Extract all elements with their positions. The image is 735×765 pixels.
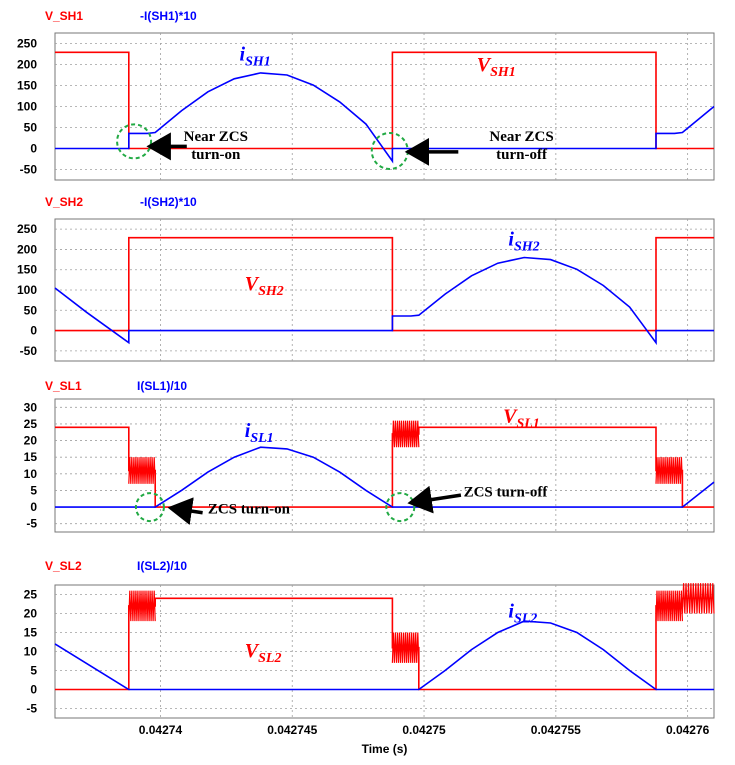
trace-label: iSL2 xyxy=(508,600,537,626)
legend-voltage: V_SL1 xyxy=(45,379,82,393)
y-tick-label: 100 xyxy=(17,100,37,114)
legend-current: I(SL2)/10 xyxy=(137,559,187,573)
annotation-text: ZCS turn-off xyxy=(464,484,549,500)
current-trace xyxy=(54,620,714,691)
y-tick-label: 150 xyxy=(17,263,37,277)
y-tick-label: -50 xyxy=(20,163,38,177)
y-tick-label: 20 xyxy=(24,607,38,621)
y-tick-label: 30 xyxy=(24,400,38,414)
ringing-burst xyxy=(391,632,420,663)
y-tick-label: 5 xyxy=(30,664,37,678)
panel-4: V_SL2 I(SL2)/10 25 20 15 10 5 0 -5 VSL2 iSL2 0.0427… xyxy=(24,559,715,756)
current-trace xyxy=(54,256,714,346)
y-tick-label: 0 xyxy=(30,142,37,156)
x-tick-label: 0.04275 xyxy=(402,723,446,737)
voltage-trace xyxy=(55,236,714,332)
y-tick-label: 200 xyxy=(17,242,37,256)
current-trace xyxy=(55,446,715,508)
annotation-text: Near ZCS turn-on xyxy=(184,129,248,163)
y-tick-label: 25 xyxy=(24,417,38,431)
plot-frame xyxy=(54,218,715,362)
x-tick-label: 0.04274 xyxy=(139,723,183,737)
annotation-arrow xyxy=(167,497,203,525)
y-tick-label: 100 xyxy=(17,283,37,297)
x-tick-label: 0.04276 xyxy=(666,723,710,737)
y-tick-label: 15 xyxy=(24,626,38,640)
y-tick-label: 10 xyxy=(24,467,38,481)
legend-current: -I(SH2)*10 xyxy=(140,195,197,209)
ringing-burst xyxy=(655,590,683,622)
y-tick-label: 250 xyxy=(17,37,37,51)
y-tick-label: 5 xyxy=(30,483,37,497)
voltage-trace xyxy=(55,51,714,150)
y-tick-label: 0 xyxy=(30,324,37,338)
legend-voltage: V_SH1 xyxy=(45,9,83,23)
panel-2: V_SH2 -I(SH2)*10 250 200 150 100 50 0 -50 VSH2 iSH… xyxy=(17,195,715,362)
y-tick-label: -5 xyxy=(26,702,37,716)
y-tick-label: 0 xyxy=(30,683,37,697)
ringing-burst xyxy=(655,457,683,484)
trace-label: iSL1 xyxy=(245,420,274,446)
y-tick-label: 25 xyxy=(24,588,38,602)
ringing-burst xyxy=(128,457,156,484)
trace-label: iSH2 xyxy=(508,228,539,254)
y-tick-label: 10 xyxy=(24,645,38,659)
x-tick-label: 0.042745 xyxy=(267,723,317,737)
x-axis-label: Time (s) xyxy=(362,742,408,756)
legend-current: I(SL1)/10 xyxy=(137,379,187,393)
x-tick-label: 0.042755 xyxy=(531,723,581,737)
y-tick-label: 0 xyxy=(30,500,37,514)
annotation-text: Near ZCS turn-off xyxy=(489,129,553,163)
trace-label: VSL1 xyxy=(503,405,540,431)
y-tick-label: 250 xyxy=(17,222,37,236)
ringing-burst xyxy=(681,583,715,614)
y-tick-label: -50 xyxy=(20,344,38,358)
zcs-circle xyxy=(134,492,165,523)
annotation-text: ZCS turn-on xyxy=(208,502,291,518)
trace-label: VSL2 xyxy=(245,640,282,666)
y-tick-label: 15 xyxy=(24,450,38,464)
plot-frame xyxy=(54,398,715,533)
ringing-burst xyxy=(391,420,420,448)
plot-frame xyxy=(54,584,715,719)
y-tick-label: 150 xyxy=(17,79,37,93)
ringing-burst xyxy=(128,590,156,622)
y-tick-label: 50 xyxy=(24,303,38,317)
y-tick-label: -5 xyxy=(26,517,37,531)
y-tick-label: 200 xyxy=(17,58,37,72)
trace-label: VSH1 xyxy=(477,54,516,80)
trace-label: iSH1 xyxy=(240,43,271,69)
legend-voltage: V_SH2 xyxy=(45,195,83,209)
annotation-arrow xyxy=(407,485,462,514)
legend-voltage: V_SL2 xyxy=(45,559,82,573)
y-tick-label: 20 xyxy=(24,434,38,448)
y-tick-label: 50 xyxy=(24,121,38,135)
panel-3: V_SL1 I(SL1)/10 30 25 20 15 10 5 0 -5 VSL1 iSL1 ZCS … xyxy=(24,379,715,533)
panel-1: V_SH1 -I(SH1)*10 250 200 150 100 50 0 -50 VSH1 iSH… xyxy=(17,9,715,181)
legend-current: -I(SH1)*10 xyxy=(140,9,197,23)
trace-label: VSH2 xyxy=(245,273,284,299)
